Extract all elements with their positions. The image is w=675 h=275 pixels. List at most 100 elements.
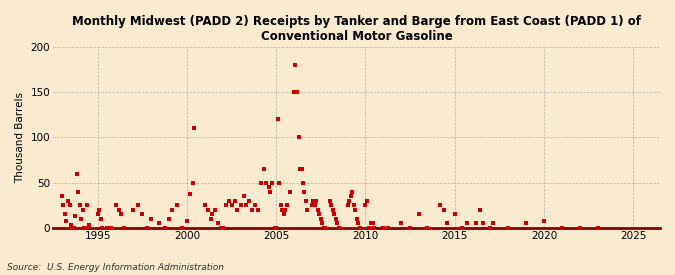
Point	[269, 226, 280, 230]
Point	[202, 208, 213, 212]
Point	[226, 203, 237, 208]
Point	[520, 221, 531, 226]
Point	[485, 226, 496, 230]
Point	[363, 226, 374, 230]
Point	[205, 217, 216, 221]
Point	[405, 226, 416, 230]
Point	[556, 226, 567, 230]
Point	[73, 189, 84, 194]
Point	[503, 226, 514, 230]
Point	[210, 208, 221, 212]
Point	[65, 223, 76, 227]
Point	[220, 203, 231, 208]
Point	[352, 221, 363, 226]
Point	[189, 126, 200, 131]
Point	[326, 203, 337, 208]
Point	[106, 226, 117, 230]
Point	[488, 221, 499, 226]
Point	[61, 219, 72, 223]
Point	[378, 226, 389, 230]
Point	[289, 90, 300, 94]
Point	[315, 217, 326, 221]
Point	[74, 203, 85, 208]
Point	[470, 221, 481, 226]
Point	[368, 221, 379, 226]
Point	[362, 199, 373, 203]
Point	[350, 208, 360, 212]
Point	[101, 226, 112, 230]
Point	[213, 221, 223, 226]
Point	[332, 221, 343, 226]
Point	[184, 191, 195, 196]
Point	[298, 180, 308, 185]
Point	[250, 203, 261, 208]
Point	[277, 208, 288, 212]
Point	[247, 208, 258, 212]
Point	[167, 208, 178, 212]
Point	[57, 194, 68, 199]
Point	[347, 189, 358, 194]
Point	[294, 167, 305, 171]
Point	[333, 226, 344, 230]
Point	[329, 212, 340, 217]
Point	[278, 212, 289, 217]
Point	[59, 212, 70, 217]
Point	[241, 203, 252, 208]
Point	[342, 203, 353, 208]
Point	[461, 221, 472, 226]
Point	[475, 208, 485, 212]
Point	[159, 226, 170, 230]
Point	[330, 217, 341, 221]
Point	[79, 226, 90, 230]
Point	[265, 189, 275, 194]
Point	[396, 221, 406, 226]
Point	[292, 90, 302, 94]
Point	[290, 63, 301, 67]
Point	[128, 208, 139, 212]
Point	[146, 217, 157, 221]
Point	[450, 212, 460, 217]
Point	[345, 194, 356, 199]
Point	[274, 180, 285, 185]
Point	[110, 203, 121, 208]
Point	[360, 203, 371, 208]
Point	[284, 189, 295, 194]
Point	[348, 203, 359, 208]
Point	[64, 203, 75, 208]
Point	[253, 208, 264, 212]
Point	[82, 203, 92, 208]
Point	[414, 212, 425, 217]
Point	[311, 199, 322, 203]
Point	[325, 199, 335, 203]
Point	[351, 217, 362, 221]
Point	[94, 208, 105, 212]
Point	[306, 203, 317, 208]
Point	[457, 226, 468, 230]
Point	[261, 180, 271, 185]
Point	[354, 226, 365, 230]
Title: Monthly Midwest (PADD 2) Receipts by Tanker and Barge from East Coast (PADD 1) o: Monthly Midwest (PADD 2) Receipts by Tan…	[72, 15, 641, 43]
Point	[182, 219, 192, 223]
Point	[119, 226, 130, 230]
Point	[207, 212, 218, 217]
Point	[302, 208, 313, 212]
Point	[327, 208, 338, 212]
Point	[153, 221, 164, 226]
Point	[317, 221, 327, 226]
Point	[442, 221, 453, 226]
Point	[238, 194, 249, 199]
Point	[313, 208, 323, 212]
Point	[171, 203, 182, 208]
Point	[259, 167, 269, 171]
Point	[477, 221, 488, 226]
Point	[296, 167, 307, 171]
Point	[263, 185, 274, 189]
Point	[188, 180, 198, 185]
Point	[279, 208, 290, 212]
Point	[275, 203, 286, 208]
Point	[244, 199, 255, 203]
Point	[300, 199, 311, 203]
Point	[223, 199, 234, 203]
Point	[141, 226, 152, 230]
Point	[69, 226, 80, 230]
